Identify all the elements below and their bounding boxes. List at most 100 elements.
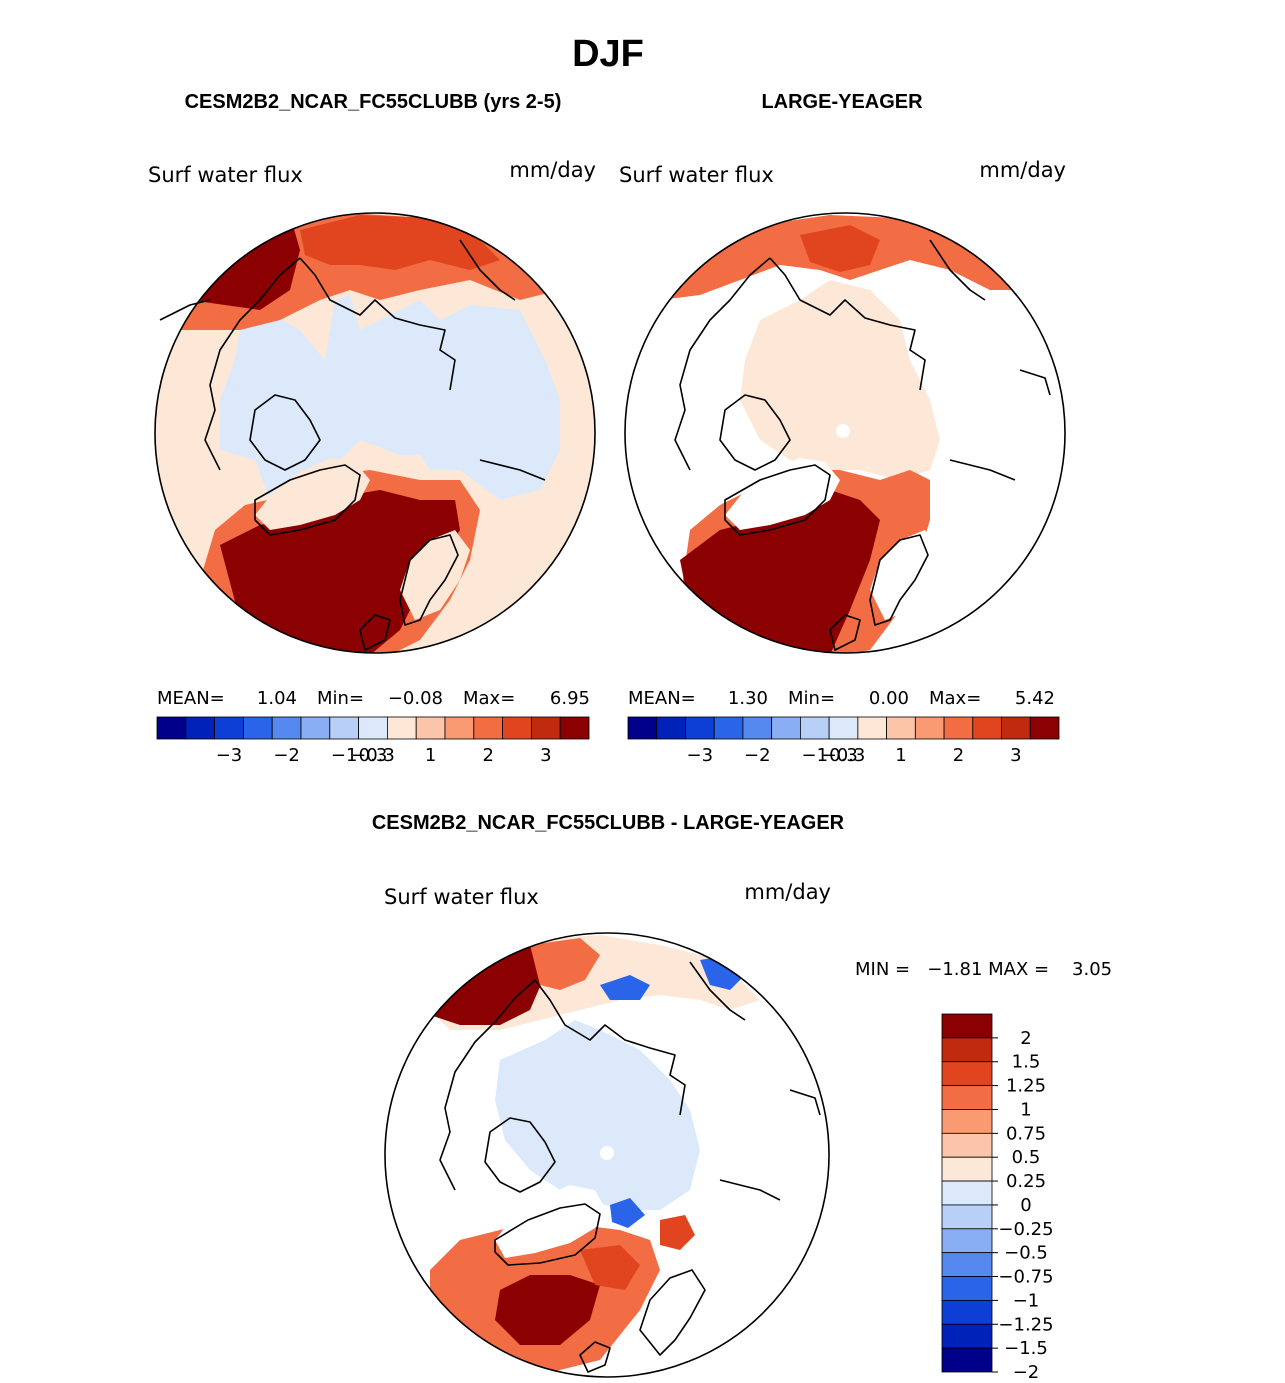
panel-c-map — [384, 932, 830, 1378]
panel-b-colorbar-box — [1001, 716, 1031, 740]
panel-a-colorbar-box — [156, 716, 187, 740]
panel-b-pole-hole — [836, 424, 850, 438]
panel-c-colorbar-tick: 1.25 — [1006, 1076, 1046, 1097]
panel-b-units: mm/day — [979, 158, 1066, 182]
panel-c-kara-high — [660, 1215, 695, 1250]
panel-c-variable: Surf water flux — [384, 885, 539, 909]
panel-c-colorbar-box — [941, 1085, 993, 1110]
panel-c-colorbar-box — [941, 1132, 993, 1158]
panel-a-map — [154, 212, 596, 654]
panel-b-max-label: Max= — [929, 688, 981, 709]
panel-b-colorbar-tick: 1 — [895, 745, 906, 766]
panel-b-colorbar-box — [943, 716, 974, 740]
panel-c-colorbar-tick: 0.75 — [1006, 1123, 1046, 1144]
panel-c-colorbar-box — [941, 1347, 993, 1373]
panel-b-colorbar-box — [656, 716, 686, 740]
panel-a-colorbar-box — [473, 716, 503, 740]
panel-a-colorbar-box — [358, 716, 388, 740]
panel-c-colorbar-tick: −1 — [1013, 1290, 1040, 1311]
panel-c-colorbar-tick: −1.25 — [998, 1314, 1053, 1335]
panel-a-min-value: −0.08 — [388, 688, 443, 709]
panel-c-colorbar-tick: 0.25 — [1006, 1171, 1046, 1192]
panel-a-colorbar-box — [444, 716, 475, 740]
panel-c-colorbar-tick: 1.5 — [1012, 1052, 1041, 1073]
panel-c-greenland — [495, 1185, 605, 1258]
panel-b-colorbar-tick: 2 — [953, 745, 964, 766]
panel-b-colorbar-box — [685, 716, 715, 740]
panel-a-colorbar-box — [329, 716, 359, 740]
panel-a-atlantic-high — [220, 490, 460, 653]
panel-c-title: CESM2B2_NCAR_FC55CLUBB - LARGE-YEAGER — [372, 812, 845, 834]
panel-a-colorbar-box — [415, 716, 446, 740]
panel-c-colorbar-box — [941, 1252, 993, 1277]
panel-a-colorbar-tick: 3 — [540, 745, 551, 766]
panel-a-colorbar-tick: −1 — [331, 745, 358, 766]
panel-a-aleutian-high — [300, 215, 500, 270]
panel-b-coastlines — [674, 239, 1051, 651]
panel-a-colorbar-tick: 2 — [482, 745, 493, 766]
panel-a-greenland-pale — [255, 458, 370, 530]
panel-a-colorbar-tick: −2 — [273, 745, 300, 766]
panel-a-colorbar-box — [502, 716, 532, 740]
panel-a-colorbar-box — [386, 716, 417, 740]
panel-c-atlantic-high — [495, 1275, 600, 1345]
panel-a-colorbar-tick: 0.3 — [359, 745, 388, 766]
panel-b-colorbar: −3 −2 −1−0.30.3 1 2 3 — [627, 716, 1060, 766]
panel-c-colorbar-tick: −1.5 — [1004, 1338, 1048, 1359]
panel-c-pacific-orange — [530, 938, 600, 990]
panel-c-arctic-ocean — [495, 1020, 700, 1210]
panel-c-colorbar-box — [941, 1109, 993, 1134]
panel-b-pacific-high — [800, 225, 880, 272]
panel-c-bering-high — [430, 945, 545, 1025]
panel-b-colorbar-box — [742, 716, 773, 740]
panel-c-pacific-blue — [600, 975, 650, 1000]
panel-c-colorbar-box — [941, 1228, 993, 1254]
panel-b-colorbar-box — [828, 716, 859, 740]
panel-a-max-label: Max= — [463, 688, 515, 709]
panel-c-colorbar-tick: 1 — [1020, 1099, 1031, 1120]
panel-c-scandinavia — [640, 1265, 712, 1355]
panel-c-colorbar-tick: −0.25 — [998, 1219, 1053, 1240]
panel-c-units: mm/day — [744, 880, 831, 904]
panel-c-colorbar-tick: −2 — [1013, 1362, 1040, 1383]
panel-c-colorbar-box — [941, 1037, 993, 1063]
panel-c-coastlines — [439, 961, 821, 1373]
panel-b-colorbar-tick: −1 — [801, 745, 828, 766]
panel-a-colorbar-box — [559, 716, 590, 740]
panel-a-colorbar-box — [271, 716, 302, 740]
panel-b-min-value: 0.00 — [869, 688, 909, 709]
panel-a-colorbar-tick: −3 — [216, 745, 243, 766]
panel-b-mean-value: 1.30 — [728, 688, 768, 709]
panel-b-colorbar-box — [914, 716, 945, 740]
panel-b-greenland — [725, 458, 840, 530]
panel-b-colorbar-box — [857, 716, 887, 740]
panel-a-mean-label: MEAN= — [157, 688, 225, 709]
panel-b-title: LARGE-YEAGER — [761, 91, 923, 113]
panel-c-outline — [384, 932, 830, 1378]
panel-a-colorbar-box — [214, 716, 244, 740]
panel-b-colorbar-tick: −3 — [687, 745, 714, 766]
panel-b-stats: MEAN= 1.30 Min= 0.00 Max= 5.42 — [628, 688, 1055, 709]
panel-b-colorbar-tick: 0.3 — [829, 745, 858, 766]
panel-c-colorbar-box — [941, 1061, 993, 1086]
panel-a-coastlines — [159, 239, 546, 651]
panel-b-colorbar-tick: 3 — [1010, 745, 1021, 766]
panel-a-colorbar-box — [531, 716, 561, 740]
panel-a-arctic-ocean — [220, 295, 560, 500]
panel-a-stats: MEAN= 1.04 Min= −0.08 Max= 6.95 — [157, 688, 590, 709]
panel-c-pole-hole — [600, 1146, 614, 1160]
panel-a-colorbar-box — [242, 716, 273, 740]
panel-c-colorbar-tick: 0.5 — [1012, 1147, 1041, 1168]
panel-b-colorbar-box — [771, 716, 801, 740]
panel-c-colorbar-box — [941, 1276, 993, 1301]
panel-a-colorbar-tick: 1 — [425, 745, 436, 766]
panel-c-atlantic-mid — [580, 1245, 640, 1290]
panel-b-colorbar-box — [972, 716, 1002, 740]
panel-b-colorbar-box — [627, 716, 658, 740]
panel-a-mean-value: 1.04 — [257, 688, 297, 709]
panel-b-colorbar-tick: −2 — [744, 745, 771, 766]
panel-b-max-value: 5.42 — [1015, 688, 1055, 709]
panel-c-colorbar-box — [941, 1013, 993, 1039]
panel-c-colorbar: 2 1.5 1.251 0.75 0.5 0.25 0 −0.25 −0.5 −0.75−1 −1.… — [941, 1013, 1054, 1383]
